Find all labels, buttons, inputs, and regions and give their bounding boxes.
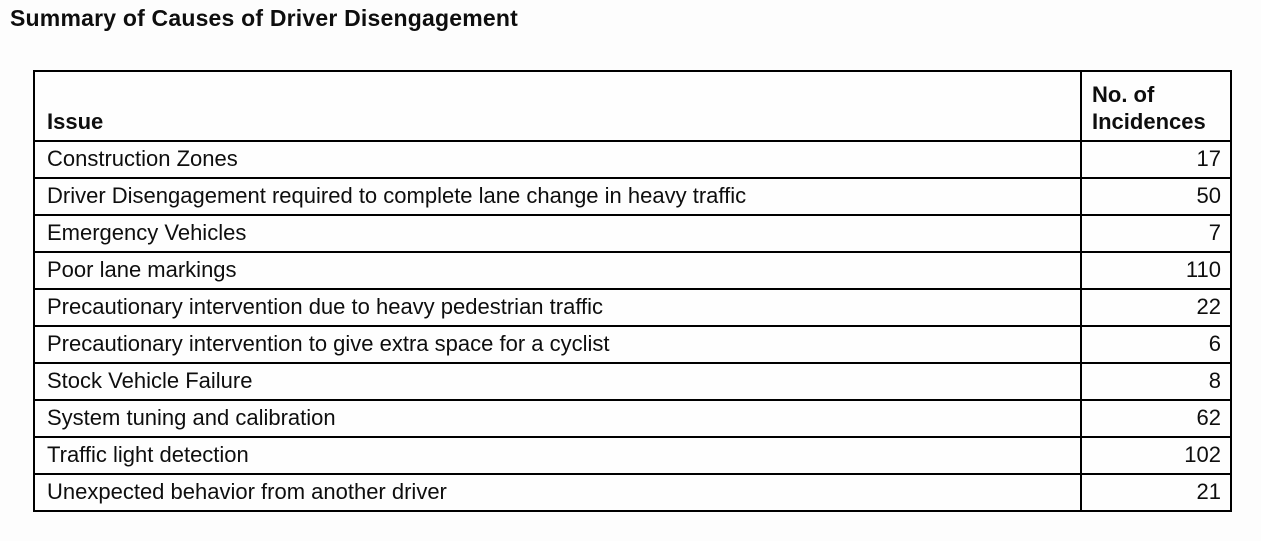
incidences-column-header: No. of Incidences <box>1080 70 1232 142</box>
table-row: Construction Zones 17 <box>33 140 1232 179</box>
incidence-count-cell: 102 <box>1080 436 1232 475</box>
incidence-count-cell: 6 <box>1080 325 1232 364</box>
incidence-count-cell: 17 <box>1080 140 1232 179</box>
issue-cell: Precautionary intervention to give extra… <box>33 325 1082 364</box>
incidence-count-cell: 50 <box>1080 177 1232 216</box>
issue-cell: Construction Zones <box>33 140 1082 179</box>
table-row: Unexpected behavior from another driver … <box>33 473 1232 512</box>
incidences-header-line1: No. of <box>1092 82 1155 107</box>
issue-cell: Unexpected behavior from another driver <box>33 473 1082 512</box>
issue-cell: System tuning and calibration <box>33 399 1082 438</box>
issue-cell: Poor lane markings <box>33 251 1082 290</box>
incidence-count-cell: 7 <box>1080 214 1232 253</box>
incidence-count-cell: 22 <box>1080 288 1232 327</box>
table-body: Construction Zones 17 Driver Disengageme… <box>33 140 1232 512</box>
issue-cell: Traffic light detection <box>33 436 1082 475</box>
incidences-header-line2: Incidences <box>1092 109 1206 134</box>
issue-cell: Stock Vehicle Failure <box>33 362 1082 401</box>
table-row: Precautionary intervention to give extra… <box>33 325 1232 364</box>
issue-cell: Precautionary intervention due to heavy … <box>33 288 1082 327</box>
incidence-count-cell: 62 <box>1080 399 1232 438</box>
table-row: Stock Vehicle Failure 8 <box>33 362 1232 401</box>
table-row: Emergency Vehicles 7 <box>33 214 1232 253</box>
issue-cell: Emergency Vehicles <box>33 214 1082 253</box>
disengagement-summary-table: Issue No. of Incidences Construction Zon… <box>33 70 1232 512</box>
issue-cell: Driver Disengagement required to complet… <box>33 177 1082 216</box>
incidence-count-cell: 21 <box>1080 473 1232 512</box>
incidence-count-cell: 110 <box>1080 251 1232 290</box>
table-row: Poor lane markings 110 <box>33 251 1232 290</box>
table-header: Issue No. of Incidences <box>33 70 1232 142</box>
incidence-count-cell: 8 <box>1080 362 1232 401</box>
table-row: Traffic light detection 102 <box>33 436 1232 475</box>
issue-column-header: Issue <box>33 70 1082 142</box>
table-row: Driver Disengagement required to complet… <box>33 177 1232 216</box>
header-row: Issue No. of Incidences <box>33 70 1232 142</box>
table-row: System tuning and calibration 62 <box>33 399 1232 438</box>
page-title: Summary of Causes of Driver Disengagemen… <box>10 5 518 31</box>
table-row: Precautionary intervention due to heavy … <box>33 288 1232 327</box>
